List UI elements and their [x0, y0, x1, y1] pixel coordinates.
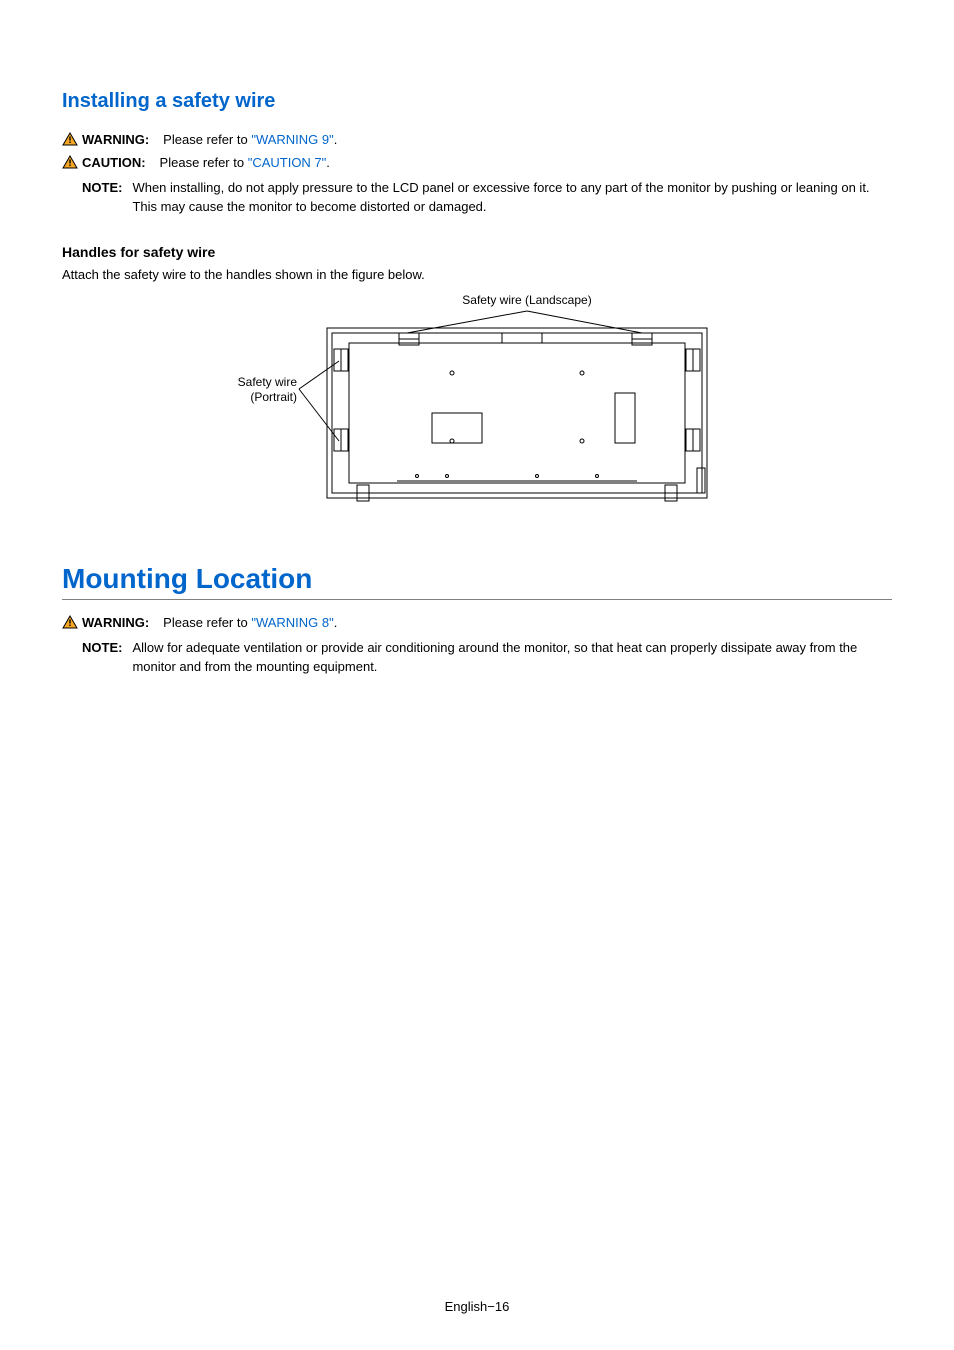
- warning-icon-2: [62, 615, 78, 629]
- warning-body: Please refer to "WARNING 9".: [163, 131, 892, 150]
- warning-suffix: .: [334, 132, 338, 147]
- caution-suffix: .: [326, 155, 330, 170]
- figure-label-landscape: Safety wire (Landscape): [437, 293, 617, 307]
- heading-installing-safety-wire: Installing a safety wire: [62, 90, 892, 113]
- heading-rule: [62, 599, 892, 600]
- monitor-rear-diagram: Safety wire (Landscape) Safety wire (Por…: [237, 293, 717, 513]
- warning-prefix: Please refer to: [163, 132, 251, 147]
- caution-icon: [62, 155, 78, 169]
- caution-link[interactable]: "CAUTION 7": [248, 155, 327, 170]
- note-row-2: NOTE: Allow for adequate ventilation or …: [62, 639, 892, 677]
- figure-container: Safety wire (Landscape) Safety wire (Por…: [62, 293, 892, 513]
- caution-body: Please refer to "CAUTION 7".: [160, 154, 892, 173]
- note-row-1: NOTE: When installing, do not apply pres…: [62, 179, 892, 217]
- warning-label: WARNING:: [82, 131, 149, 150]
- monitor-svg: [237, 293, 717, 513]
- caution-row: CAUTION: Please refer to "CAUTION 7".: [62, 154, 892, 173]
- warning-row-2: WARNING: Please refer to "WARNING 8".: [62, 614, 892, 633]
- warning-body-2: Please refer to "WARNING 8".: [163, 614, 892, 633]
- warning-link[interactable]: "WARNING 9": [251, 132, 333, 147]
- caution-prefix: Please refer to: [160, 155, 248, 170]
- figure-label-portrait-2: (Portrait): [250, 390, 297, 404]
- heading-mounting-location: Mounting Location: [62, 563, 892, 595]
- warning2-link[interactable]: "WARNING 8": [251, 615, 333, 630]
- subheading-handles: Handles for safety wire: [62, 244, 892, 260]
- warning2-suffix: .: [334, 615, 338, 630]
- note-label-2: NOTE:: [62, 639, 122, 658]
- caution-label: CAUTION:: [82, 154, 146, 173]
- page-footer: English−16: [0, 1299, 954, 1314]
- handles-text: Attach the safety wire to the handles sh…: [62, 266, 892, 285]
- warning-row-1: WARNING: Please refer to "WARNING 9".: [62, 131, 892, 150]
- warning-icon: [62, 132, 78, 146]
- note-body-1: When installing, do not apply pressure t…: [132, 179, 892, 217]
- page: Installing a safety wire WARNING: Please…: [0, 0, 954, 1350]
- warning2-prefix: Please refer to: [163, 615, 251, 630]
- figure-label-portrait-1: Safety wire: [238, 375, 297, 389]
- note-body-2: Allow for adequate ventilation or provid…: [132, 639, 892, 677]
- warning-label-2: WARNING:: [82, 614, 149, 633]
- note-label-1: NOTE:: [62, 179, 122, 198]
